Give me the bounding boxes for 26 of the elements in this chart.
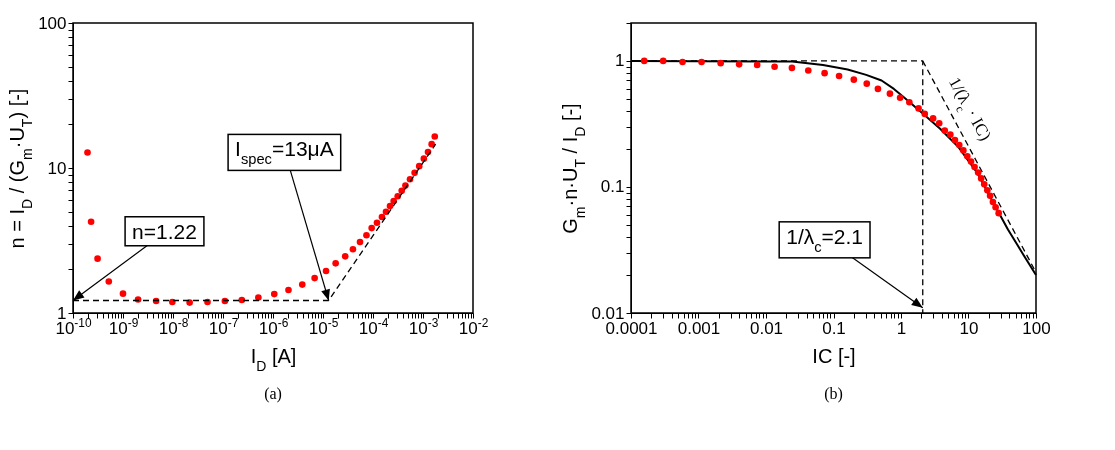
x-axis-title: IC [-]: [812, 344, 856, 367]
text: (b): [824, 385, 843, 403]
x-tick-label: 100: [1022, 318, 1051, 338]
x-tick-label: 10$^{-5}$: [308, 315, 339, 338]
x-tick-label: 0.01: [749, 318, 784, 338]
x-tick-label: 10$^{-6}$: [258, 315, 289, 338]
y-tick-label: 0.1: [600, 177, 625, 197]
x-tick-label: 10: [959, 318, 979, 338]
x-axis-title: I$_{D}$ [A]: [250, 344, 297, 374]
text: (a): [264, 385, 282, 403]
y-tick-label: 1: [615, 51, 625, 71]
x-tick-label: 10$^{-8}$: [158, 315, 189, 338]
annotation: I$_{spec}$=13μA: [235, 137, 334, 168]
x-tick-label: 10$^{-2}$: [458, 315, 489, 338]
x-tick-label: 10$^{-4}$: [358, 315, 389, 338]
x-tick-label: 10$^{-9}$: [108, 315, 139, 338]
x-tick-label: 1: [896, 318, 907, 338]
annotation: 1/λ$_{c}$=2.1: [786, 224, 864, 255]
x-tick-label: 10$^{-3}$: [408, 315, 439, 338]
x-tick-label: 0.1: [822, 318, 846, 338]
annotation: n=1.22: [132, 219, 197, 243]
y-tick-label: 10: [47, 158, 67, 178]
y-tick-label: 100: [38, 13, 67, 33]
x-tick-label: 0.0001: [605, 318, 658, 338]
x-tick-label: 10$^{-7}$: [208, 315, 239, 338]
x-tick-label: 0.001: [677, 318, 721, 338]
